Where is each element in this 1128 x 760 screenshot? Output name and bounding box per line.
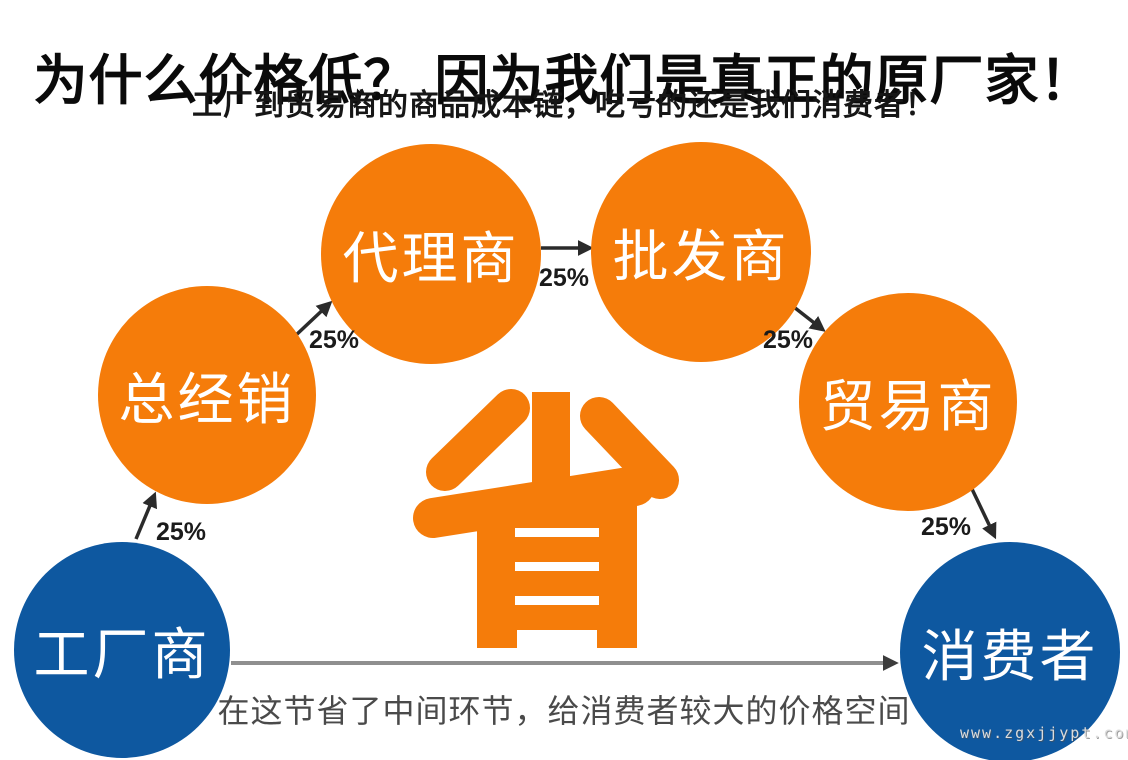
arrow-factory-to-general-distributor bbox=[134, 491, 158, 540]
node-trader: 贸易商 bbox=[799, 293, 1017, 511]
percent-label-trader-consumer: 25% bbox=[921, 513, 972, 541]
percent-label-distributor-agent: 25% bbox=[309, 326, 360, 354]
arrow-general-distributor-to-agent bbox=[293, 300, 333, 338]
node-agent: 代理商 bbox=[321, 144, 541, 364]
node-factory-label: 工厂商 bbox=[33, 622, 211, 686]
site-watermark: www.zgxjjypt.com bbox=[960, 724, 1128, 742]
node-consumer-label: 消费者 bbox=[921, 624, 1099, 688]
node-wholesaler-label: 批发商 bbox=[612, 224, 790, 288]
node-consumer: 消费者 bbox=[900, 542, 1120, 760]
save-character-graphic bbox=[413, 389, 679, 648]
percent-label-factory-distributor: 25% bbox=[156, 518, 207, 546]
node-general-distributor: 总经销 bbox=[98, 286, 316, 504]
page-title: 为什么价格低？ 因为我们是真正的原厂家！ bbox=[33, 51, 1095, 112]
node-factory: 工厂商 bbox=[14, 542, 230, 758]
percent-label-agent-wholesaler: 25% bbox=[539, 264, 590, 292]
node-trader-label: 贸易商 bbox=[819, 374, 997, 438]
node-wholesaler: 批发商 bbox=[591, 142, 811, 362]
node-agent-label: 代理商 bbox=[342, 226, 520, 290]
bottom-caption: 在这节省了中间环节，给消费者较大的价格空间 bbox=[217, 693, 911, 729]
arrow-trader-to-consumer bbox=[970, 488, 997, 540]
page-subtitle: 工厂到贸易商的商品成本链，吃亏的还是我们消费者！ bbox=[192, 89, 936, 122]
percent-label-wholesaler-trader: 25% bbox=[763, 326, 814, 354]
node-general-distributor-label: 总经销 bbox=[118, 367, 296, 431]
